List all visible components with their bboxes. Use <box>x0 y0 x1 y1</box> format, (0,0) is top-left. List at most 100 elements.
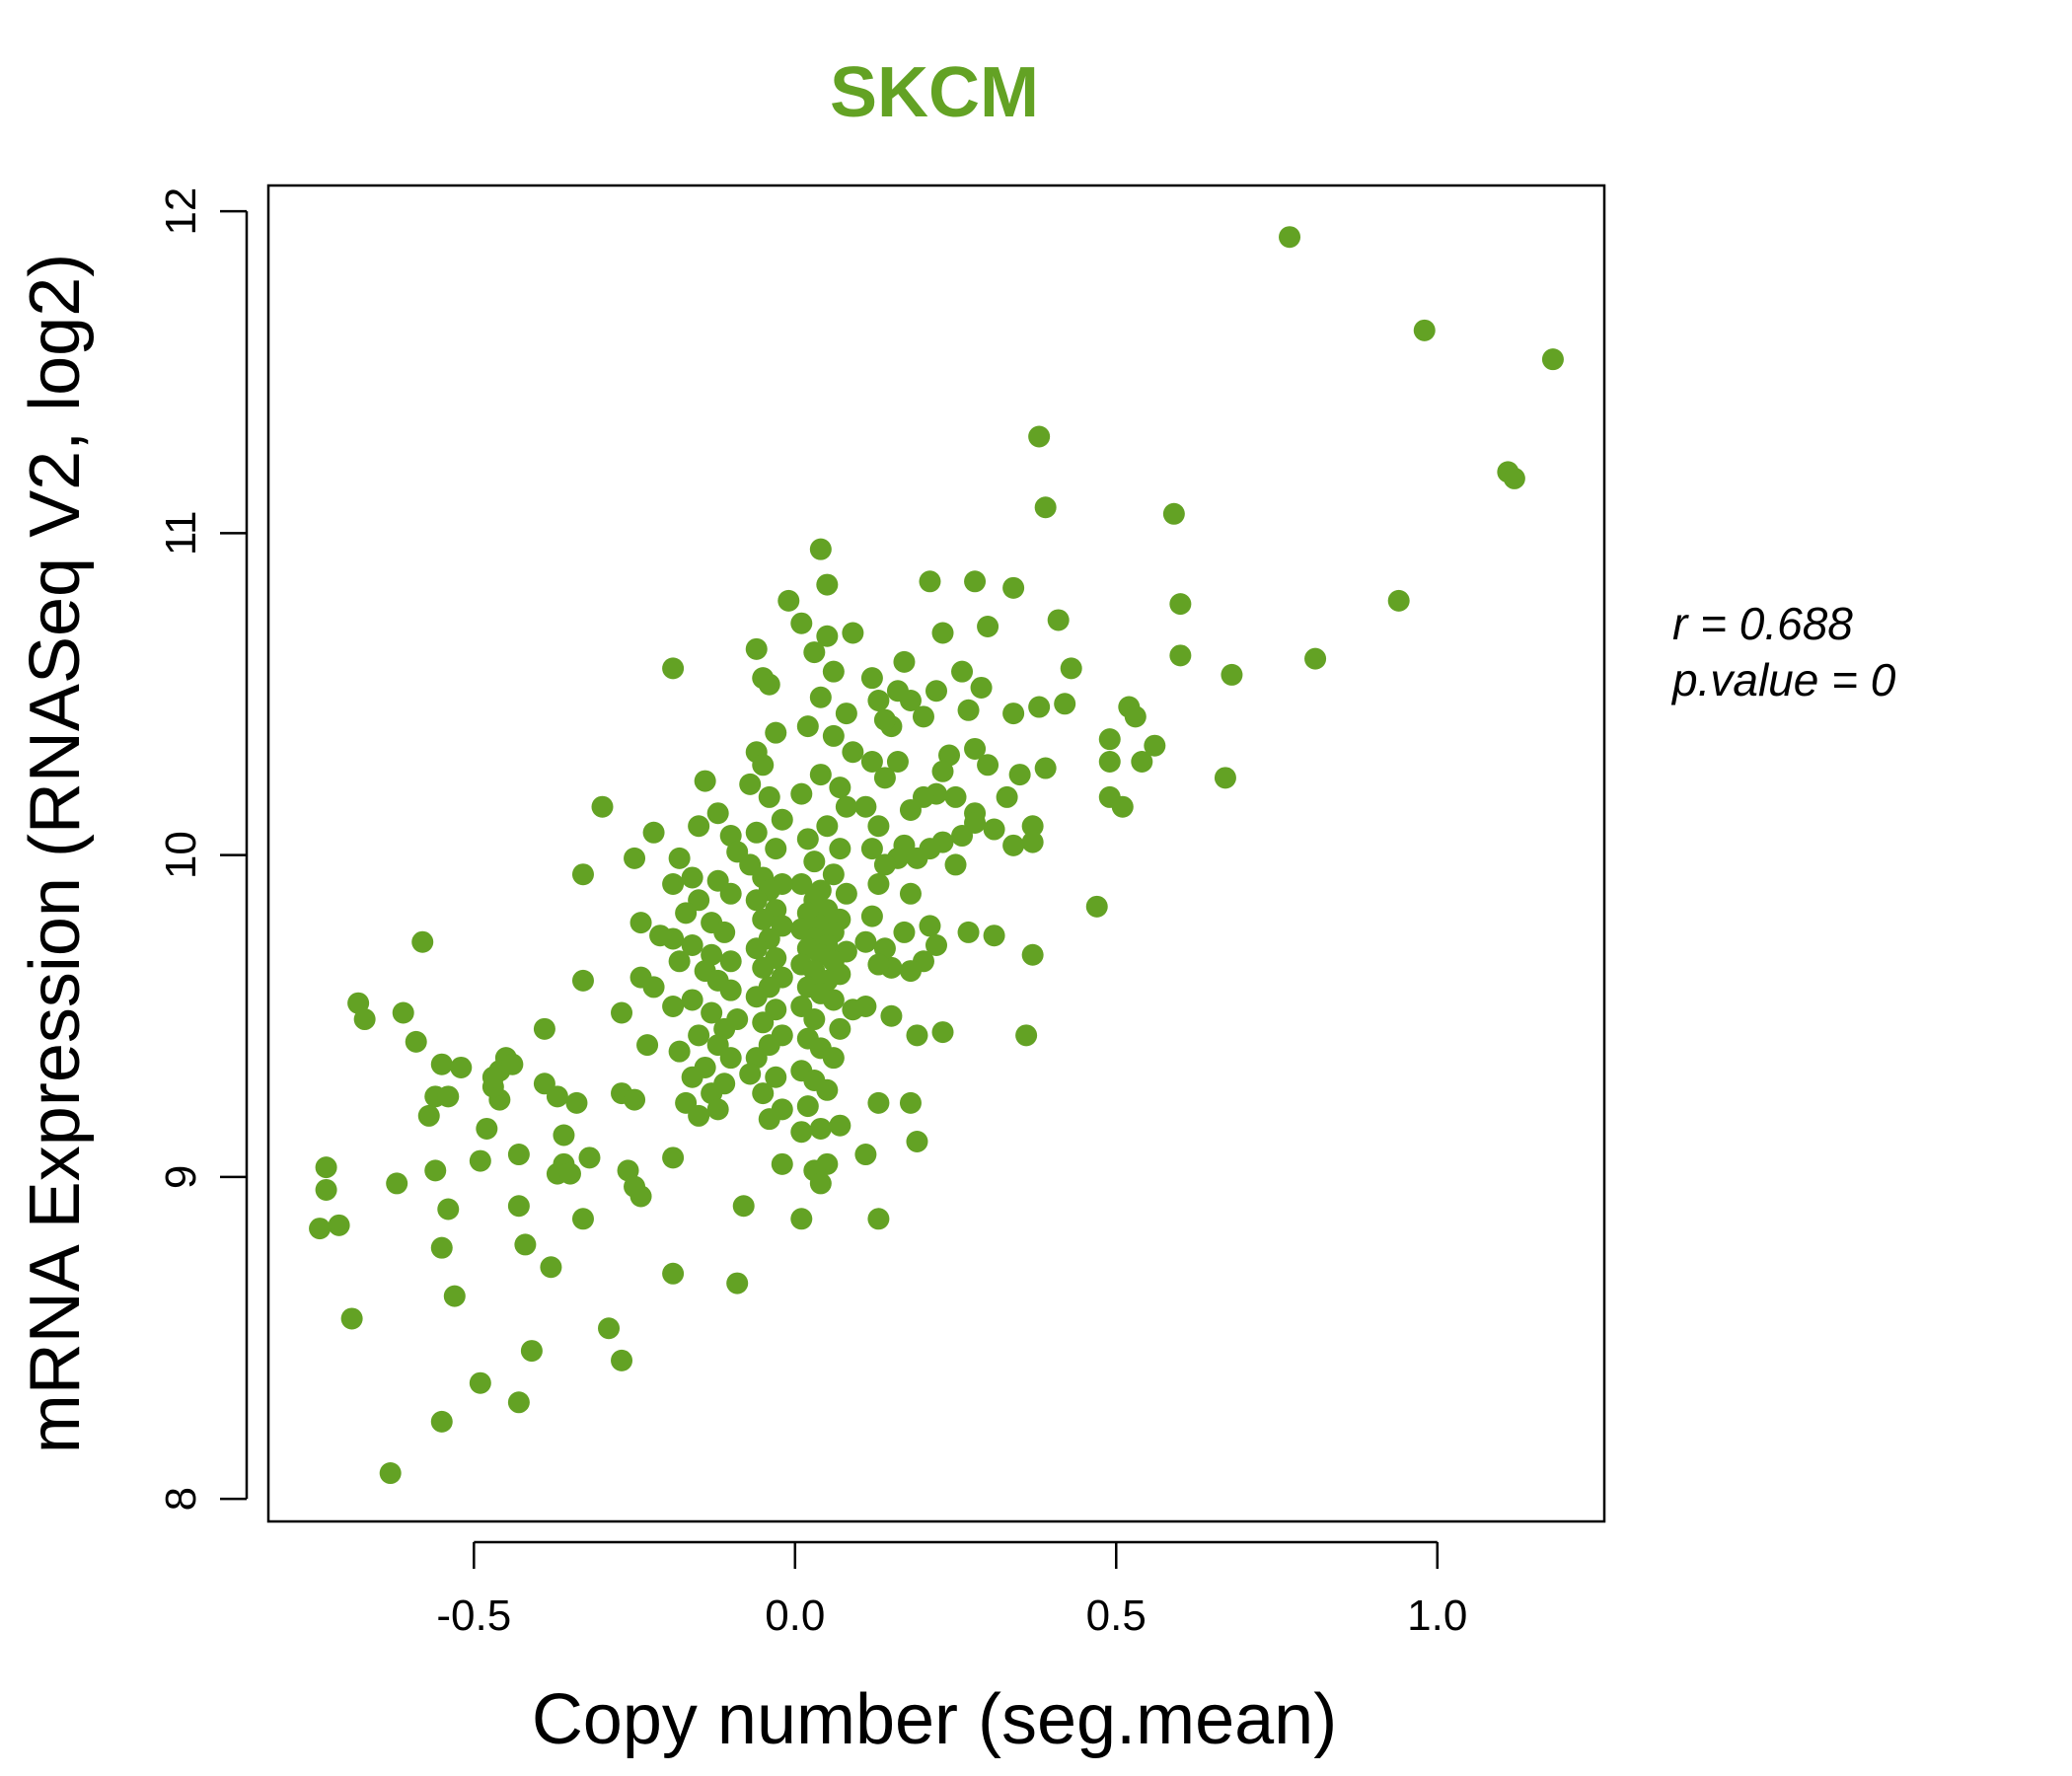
data-point <box>822 660 845 683</box>
data-point <box>771 1152 793 1175</box>
x-tick-label: 0.5 <box>1086 1591 1147 1640</box>
data-point <box>565 1091 588 1114</box>
y-tick-label: 11 <box>157 511 205 556</box>
data-point <box>476 1117 498 1140</box>
plot-frame <box>266 184 1606 1523</box>
x-tick-label: -0.5 <box>436 1591 511 1640</box>
data-point <box>642 821 665 844</box>
data-point <box>906 847 928 869</box>
data-point <box>688 815 710 838</box>
data-point <box>860 667 883 690</box>
data-point <box>809 1172 832 1195</box>
data-point <box>1085 895 1108 918</box>
data-point <box>854 930 877 953</box>
data-point <box>944 853 967 876</box>
data-point <box>777 589 800 612</box>
data-point <box>1541 348 1564 371</box>
x-tick-label: 1.0 <box>1407 1591 1467 1640</box>
data-points <box>309 226 1564 1485</box>
data-point <box>315 1156 337 1179</box>
data-point <box>437 1085 460 1108</box>
data-point <box>912 705 934 728</box>
data-point <box>899 960 922 983</box>
data-point <box>854 795 877 818</box>
data-point <box>765 721 787 744</box>
data-point <box>790 782 813 805</box>
data-point <box>829 838 851 860</box>
data-point <box>860 751 883 774</box>
data-point <box>688 1104 710 1127</box>
data-point <box>873 767 896 789</box>
data-point <box>1413 319 1436 341</box>
data-point <box>668 950 691 973</box>
x-axis: -0.5 0.0 0.5 1.0 <box>436 1540 1467 1640</box>
data-point <box>816 625 839 647</box>
data-point <box>611 1001 633 1024</box>
data-point <box>726 841 749 863</box>
y-axis: 8 9 10 11 12 <box>157 187 249 1511</box>
data-point <box>571 1208 594 1230</box>
data-point <box>732 1195 755 1218</box>
data-point <box>752 956 775 979</box>
data-point <box>1387 589 1410 612</box>
data-point <box>919 915 941 937</box>
data-point <box>771 808 793 831</box>
data-point <box>469 1149 491 1172</box>
data-point <box>867 690 890 712</box>
data-point <box>893 921 916 943</box>
data-point <box>796 828 819 851</box>
data-point <box>796 715 819 738</box>
data-point <box>681 933 703 956</box>
data-point <box>1214 767 1236 789</box>
data-point <box>1124 705 1147 728</box>
data-point <box>701 1001 723 1024</box>
data-point <box>873 708 896 731</box>
data-point <box>835 703 857 725</box>
data-point <box>533 1017 555 1040</box>
data-point <box>842 999 864 1021</box>
data-point <box>540 1256 562 1279</box>
data-point <box>964 570 987 593</box>
data-point <box>765 838 787 860</box>
data-point <box>507 1391 530 1414</box>
data-point <box>424 1159 447 1182</box>
data-point <box>867 1091 890 1114</box>
data-point <box>886 680 909 703</box>
data-point <box>758 785 780 808</box>
data-point <box>951 660 974 683</box>
data-point <box>1002 703 1025 725</box>
data-point <box>977 754 999 777</box>
data-point <box>809 764 832 786</box>
x-tick-label: 0.0 <box>765 1591 825 1640</box>
data-point <box>392 1001 414 1024</box>
data-point <box>430 1410 453 1433</box>
data-point <box>803 851 826 873</box>
data-point <box>642 976 665 999</box>
data-point <box>309 1218 332 1240</box>
data-point <box>829 1017 851 1040</box>
data-point <box>906 1131 928 1153</box>
data-point <box>739 773 762 795</box>
data-point <box>706 1098 729 1121</box>
data-point <box>417 1104 440 1127</box>
data-point <box>796 1095 819 1118</box>
data-point <box>726 1272 749 1295</box>
y-tick-label: 10 <box>157 831 205 879</box>
data-point <box>1015 1024 1038 1047</box>
data-point <box>931 1021 954 1044</box>
data-point <box>719 979 742 1001</box>
data-point <box>1021 815 1044 838</box>
data-point <box>629 1185 652 1208</box>
data-point <box>983 925 1005 947</box>
data-point <box>739 1063 762 1085</box>
data-point <box>706 802 729 825</box>
data-point <box>829 1114 851 1137</box>
data-point <box>970 676 993 699</box>
data-point <box>867 953 890 976</box>
data-point <box>790 1208 813 1230</box>
data-point <box>803 1008 826 1031</box>
data-point <box>758 673 780 696</box>
data-point <box>1111 795 1134 818</box>
data-point <box>964 737 987 760</box>
data-point <box>1021 943 1044 966</box>
